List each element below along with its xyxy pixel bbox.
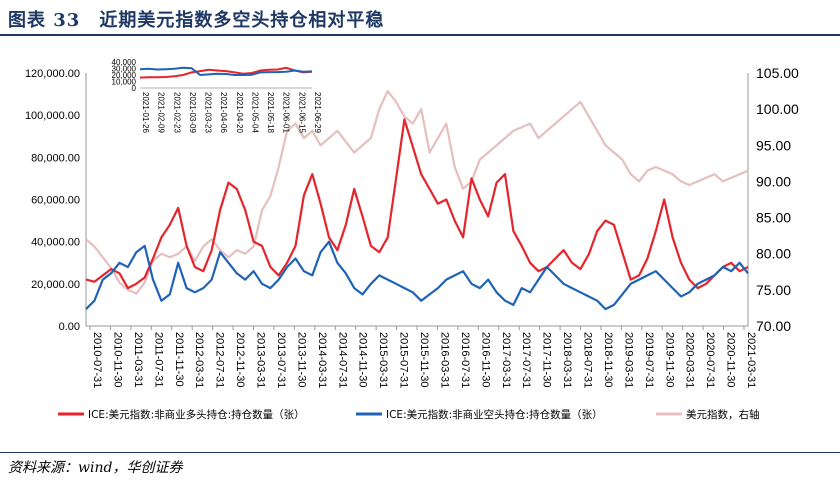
y-left-tick-label: 40,000.00 — [31, 237, 80, 249]
x-tick-label: 2012-07-31 — [214, 332, 226, 388]
x-tick-label: 2011-03-31 — [132, 332, 144, 387]
x-tick-label: 2013-03-31 — [255, 332, 267, 388]
x-tick-label: 2014-11-30 — [357, 332, 369, 387]
inset-x-tick-label: 2021-05-18 — [266, 92, 275, 133]
x-tick-label: 2011-07-31 — [152, 332, 164, 387]
x-tick-label: 2018-03-31 — [561, 332, 573, 388]
figure-title: 图表 33 近期美元指数多空头持仓相对平稳 — [8, 10, 385, 31]
x-tick-label: 2011-11-30 — [173, 332, 185, 387]
legend-label: 美元指数，右轴 — [686, 408, 760, 421]
y-right-tick-label: 95.00 — [756, 137, 791, 153]
x-tick-label: 2020-11-30 — [725, 332, 737, 387]
x-tick-label: 2017-11-30 — [541, 332, 553, 387]
long-position-line — [85, 118, 749, 290]
y-left-tick-label: 20,000.00 — [31, 279, 80, 291]
x-tick-label: 2018-07-31 — [582, 332, 594, 388]
short-position-line — [85, 240, 749, 311]
source-note: 资料来源：wind，华创证券 — [8, 460, 183, 476]
y-left-tick-label: 80,000.00 — [31, 152, 80, 164]
title-bar: 图表 33 近期美元指数多空头持仓相对平稳 — [0, 0, 840, 36]
x-tick-label: 2015-11-30 — [418, 332, 430, 387]
inset-x-tick-label: 2021-05-04 — [250, 92, 259, 133]
inset-x-tick-label: 2021-02-23 — [172, 92, 181, 133]
x-tick-label: 2015-03-31 — [377, 332, 389, 388]
x-tick-label: 2019-07-31 — [643, 332, 655, 388]
x-tick-label: 2015-07-31 — [398, 332, 410, 388]
x-tick-label: 2014-03-31 — [316, 332, 328, 388]
x-tick-label: 2013-07-31 — [275, 332, 287, 388]
inset-y-tick-label: 30,000 — [112, 65, 137, 74]
source-rule — [0, 452, 840, 453]
inset-x-tick-label: 2021-03-09 — [188, 92, 197, 133]
inset-x-tick-label: 2021-04-06 — [219, 92, 228, 133]
y-right-tick-label: 100.00 — [756, 101, 799, 117]
inset-x-tick-label: 2021-06-15 — [297, 92, 306, 133]
x-tick-label: 2010-07-31 — [91, 332, 103, 388]
inset-long-line — [139, 66, 313, 79]
inset-x-tick-label: 2021-06-29 — [313, 92, 322, 133]
x-tick-label: 2012-11-30 — [234, 332, 246, 387]
y-left-tick-label: 60,000.00 — [31, 195, 80, 207]
inset-y-tick-label: 10,000 — [112, 78, 137, 87]
x-tick-label: 2019-03-31 — [622, 332, 634, 388]
inset-y-tick-label: 0 — [132, 84, 137, 93]
x-tick-label: 2020-03-31 — [684, 332, 696, 388]
inset-x-tick-label: 2021-06-01 — [282, 92, 291, 133]
y-right-tick-label: 90.00 — [756, 173, 791, 189]
inset-x-tick-label: 2021-01-26 — [141, 92, 150, 133]
x-tick-label: 2017-03-31 — [500, 332, 512, 388]
y-right-tick-label: 85.00 — [756, 210, 791, 226]
inset-y-tick-label: 40,000 — [112, 58, 137, 67]
x-tick-label: 2019-11-30 — [663, 332, 675, 387]
x-tick-label: 2021-03-31 — [745, 332, 757, 388]
x-tick-label: 2016-11-30 — [479, 332, 491, 387]
y-left-tick-label: 0.00 — [59, 321, 80, 333]
y-right-tick-label: 75.00 — [756, 282, 791, 298]
inset-x-tick-label: 2021-02-09 — [157, 92, 166, 133]
y-right-tick-label: 105.00 — [756, 65, 799, 81]
legend-label: ICE:美元指数:非商业空头持仓:持仓数量（张） — [386, 408, 603, 421]
x-tick-label: 2016-07-31 — [459, 332, 471, 388]
x-tick-label: 2010-11-30 — [111, 332, 123, 387]
y-left-tick-label: 120,000.00 — [25, 68, 80, 80]
x-tick-label: 2014-07-31 — [336, 332, 348, 388]
x-tick-label: 2012-03-31 — [193, 332, 205, 388]
title-rule — [0, 34, 840, 36]
y-left-tick-label: 100,000.00 — [25, 110, 80, 122]
y-right-tick-label: 70.00 — [756, 318, 791, 334]
y-right-tick-label: 80.00 — [756, 246, 791, 262]
x-tick-label: 2017-07-31 — [520, 332, 532, 388]
x-tick-label: 2018-11-30 — [602, 332, 614, 387]
legend-label: ICE:美元指数:非商业多头持仓:持仓数量（张） — [88, 408, 305, 421]
dollar-index-line — [85, 89, 749, 295]
dollar-index-positions-chart: 0.00 20,000.00 40,000.00 60,000.00 80,000.00… — [25, 58, 799, 421]
x-tick-label: 2016-03-31 — [438, 332, 450, 388]
inset-x-tick-label: 2021-03-23 — [204, 92, 213, 133]
inset-x-tick-label: 2021-04-20 — [235, 92, 244, 133]
inset-short-line — [139, 66, 313, 77]
inset-y-tick-label: 20,000 — [112, 71, 137, 80]
x-tick-label: 2013-11-30 — [295, 332, 307, 387]
x-tick-label: 2020-07-31 — [704, 332, 716, 388]
